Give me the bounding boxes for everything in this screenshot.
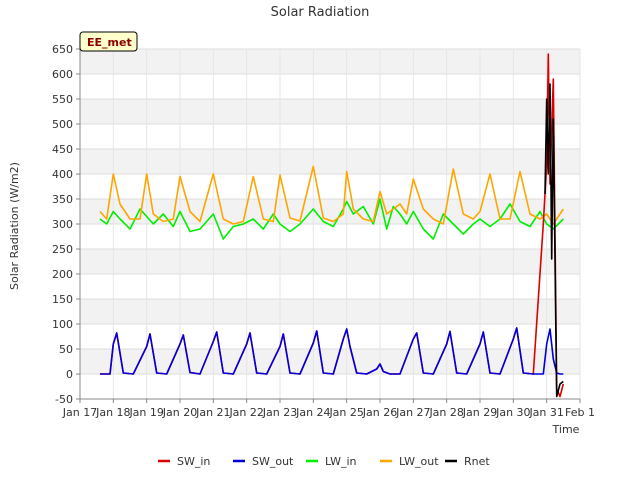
plot-band [80, 149, 580, 174]
series-line-lw-out [99, 165, 564, 225]
x-tick-label: Jan 27 [395, 406, 430, 419]
badge: EE_met [79, 31, 138, 52]
legend: SW_in SW_out LW_in LW_out Rnet [158, 455, 490, 468]
legend-label-lw-in: LW_in [325, 455, 357, 468]
y-tick-label: 100 [52, 318, 73, 331]
legend-label-lw-out: LW_out [399, 455, 439, 468]
series-layer [99, 53, 565, 398]
y-tick-label: 250 [52, 243, 73, 256]
y-tick-label: 400 [52, 168, 73, 181]
y-tick-label: 150 [52, 293, 73, 306]
x-tick-label: Jan 30 [495, 406, 530, 419]
y-tick-label: 50 [59, 343, 73, 356]
x-tick-label: Jan 22 [228, 406, 263, 419]
y-tick-label: -50 [55, 393, 73, 406]
x-tick-label: Jan 26 [362, 406, 397, 419]
x-tick-label: Jan 18 [95, 406, 130, 419]
plot-band [80, 99, 580, 124]
x-tick-label: Jan 28 [428, 406, 463, 419]
badge-label: EE_met [87, 36, 132, 49]
x-tick-label: Jan 23 [262, 406, 297, 419]
y-tick-label: 600 [52, 68, 73, 81]
y-axis-title: Solar Radiation (W/m2) [8, 162, 21, 290]
y-ticks: -50 0 50 100 150 200 250 300 350 400 450 500 550 600 6… [52, 43, 80, 406]
series-line-rnet [544, 83, 564, 398]
x-tick-label: Jan 21 [195, 406, 230, 419]
legend-label-rnet: Rnet [464, 455, 490, 468]
y-tick-label: 550 [52, 93, 73, 106]
x-tick-label: Jan 19 [128, 406, 163, 419]
x-axis-title: Time [552, 423, 580, 436]
x-tick-label: Jan 17 [62, 406, 97, 419]
x-tick-label: Jan 24 [295, 406, 330, 419]
plot-band [80, 249, 580, 274]
plot-band [80, 49, 580, 74]
y-tick-label: 300 [52, 218, 73, 231]
x-tick-label: Feb 1 [565, 406, 595, 419]
series-line-sw-out [100, 327, 564, 375]
x-tick-label: Jan 25 [328, 406, 363, 419]
badge-box [79, 31, 138, 52]
y-tick-label: 350 [52, 193, 73, 206]
x-tick-label: Jan 31 [528, 406, 563, 419]
y-tick-label: 450 [52, 143, 73, 156]
y-tick-label: 500 [52, 118, 73, 131]
x-tick-label: Jan 29 [462, 406, 497, 419]
plot-band [80, 299, 580, 324]
chart-title: Solar Radiation [271, 5, 370, 20]
y-tick-label: 650 [52, 43, 73, 56]
y-tick-label: 0 [66, 368, 73, 381]
x-tick-label: Jan 20 [162, 406, 197, 419]
legend-label-sw-in: SW_in [177, 455, 210, 468]
plot-band [80, 349, 580, 374]
y-tick-label: 200 [52, 268, 73, 281]
legend-label-sw-out: SW_out [252, 455, 294, 468]
